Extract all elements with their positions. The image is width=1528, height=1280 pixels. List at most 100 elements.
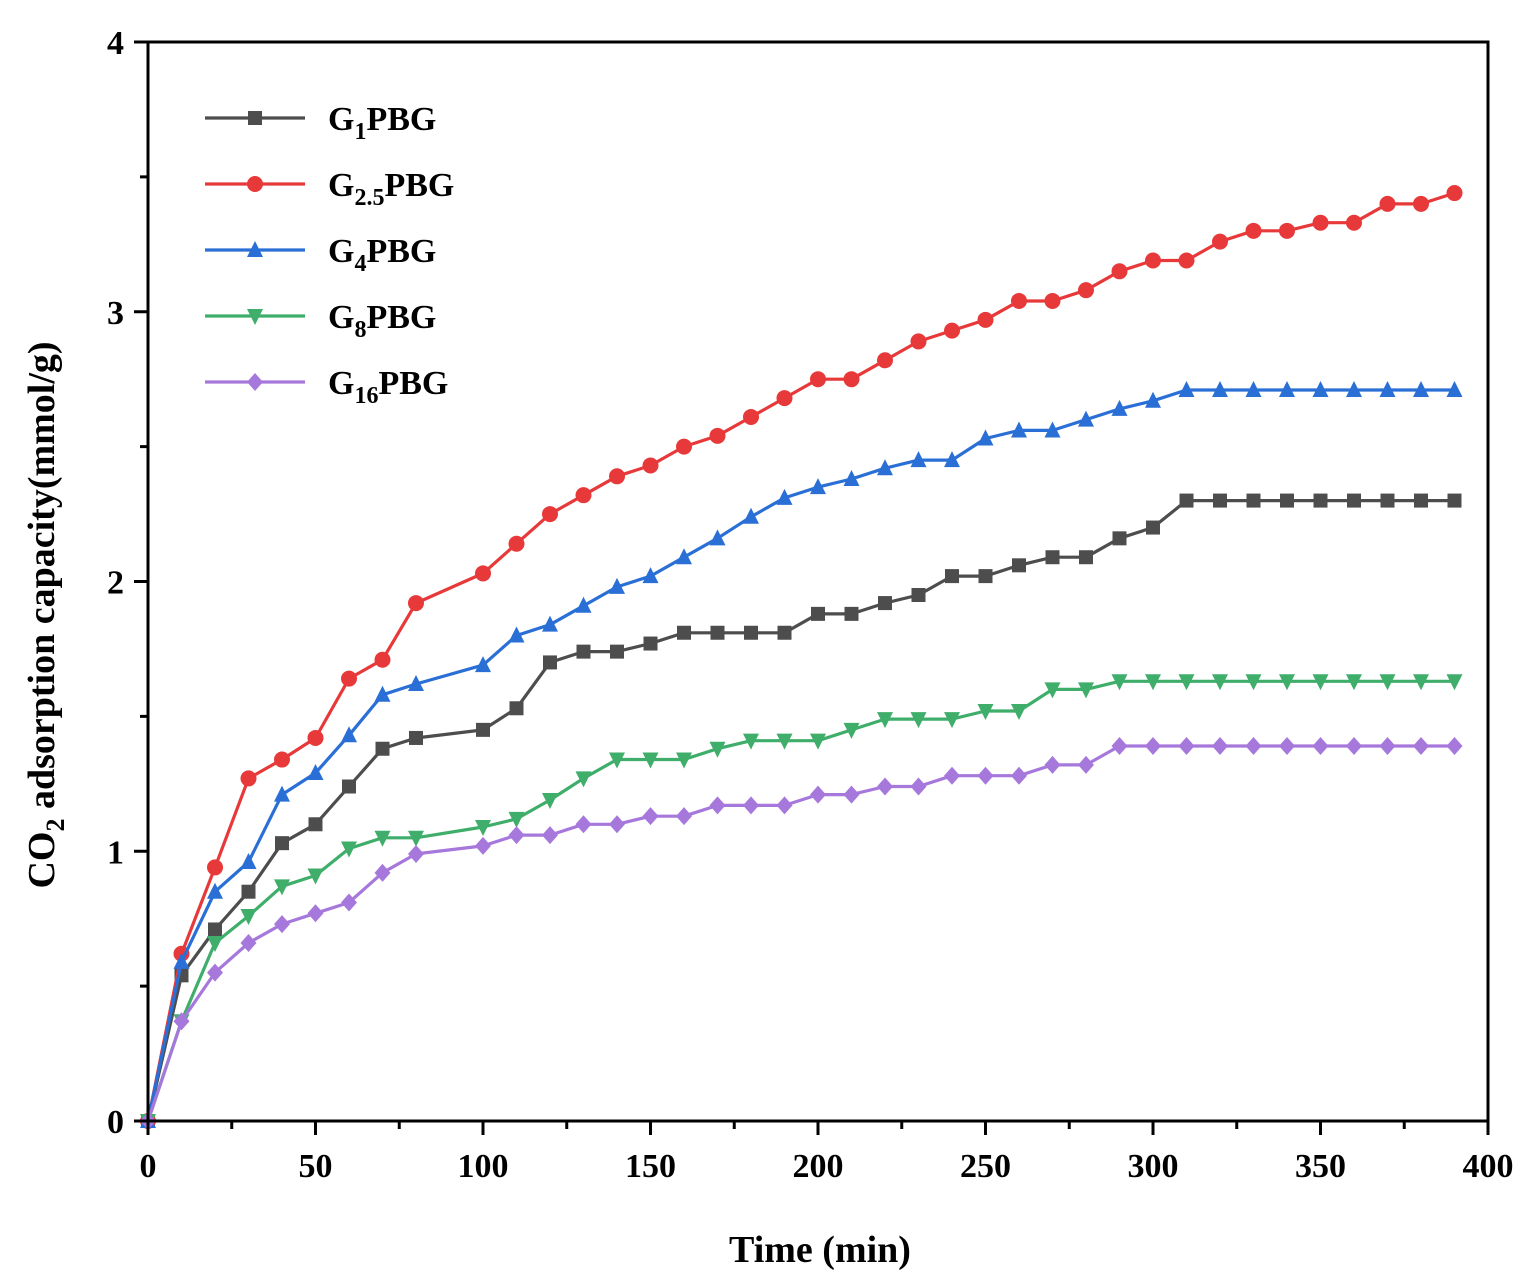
data-point <box>1011 421 1027 438</box>
legend: G1PBG G2.5PBG G4PBG G8PBG G16PBG <box>205 101 454 409</box>
data-point <box>1044 421 1061 438</box>
data-point <box>341 841 357 858</box>
data-point <box>241 884 256 899</box>
data-point <box>1178 674 1195 691</box>
data-point <box>642 752 659 769</box>
data-point <box>676 807 692 826</box>
y-axis-title-prefix: CO <box>21 832 63 889</box>
data-point <box>810 785 826 804</box>
data-point <box>1279 380 1295 397</box>
data-point <box>609 815 625 834</box>
legend-item: G1PBG <box>205 101 436 145</box>
data-point <box>977 766 994 785</box>
data-point <box>709 796 726 815</box>
data-point <box>843 371 860 388</box>
data-point <box>1446 380 1463 397</box>
data-point <box>1245 222 1262 239</box>
legend-label: G4PBG <box>328 233 436 277</box>
data-point <box>676 752 692 769</box>
data-point <box>374 651 391 668</box>
data-point <box>1379 737 1396 756</box>
data-point <box>1280 493 1294 508</box>
data-point <box>409 730 423 745</box>
data-point <box>1346 214 1362 231</box>
x-axis-title: Time (min) <box>729 1229 911 1271</box>
data-point <box>1145 674 1161 691</box>
data-point <box>374 863 391 882</box>
data-point <box>476 722 490 737</box>
data-point <box>643 636 658 651</box>
data-point <box>575 815 592 834</box>
data-point <box>676 438 692 455</box>
series-G16PBG <box>140 737 1463 1130</box>
data-point <box>1312 214 1329 231</box>
data-point <box>878 596 892 611</box>
x-tick-label: 350 <box>1295 1148 1346 1185</box>
data-point <box>743 796 759 815</box>
x-tick-label: 150 <box>625 1148 676 1185</box>
data-point <box>1146 520 1160 535</box>
data-point <box>374 830 391 847</box>
x-tick-label: 0 <box>140 1148 157 1185</box>
data-point <box>307 904 324 923</box>
data-point <box>1179 493 1194 508</box>
legend-marker <box>247 176 263 192</box>
data-point <box>1446 185 1463 202</box>
data-point <box>776 488 793 505</box>
data-point <box>173 1012 190 1031</box>
data-point <box>642 457 659 474</box>
data-point <box>307 868 324 885</box>
legend-marker <box>247 373 263 391</box>
data-point <box>240 853 257 870</box>
data-point <box>274 879 290 896</box>
legend-label: G16PBG <box>328 365 448 409</box>
y-axis-title: CO2 adsorption capacity(mmol/g) <box>21 341 70 888</box>
legend-label: G1PBG <box>328 101 436 145</box>
data-point <box>843 722 860 739</box>
series-G1PBG <box>141 493 1462 1128</box>
data-point <box>208 922 222 937</box>
data-point <box>575 487 592 504</box>
data-point <box>1111 737 1128 756</box>
data-point <box>910 451 927 468</box>
legend-marker <box>248 111 262 125</box>
data-point <box>240 770 257 787</box>
data-point <box>1078 282 1094 299</box>
legend-label: G8PBG <box>328 299 436 343</box>
data-point <box>1012 558 1026 573</box>
data-point <box>341 893 357 912</box>
data-point <box>777 625 792 640</box>
y-axis-title-suffix: adsorption capacity(mmol/g) <box>21 341 63 818</box>
data-point <box>776 796 793 815</box>
ticks-layer: 0 50 100 150 200 250 300 350 400 0 1 2 3 4 <box>107 25 1514 1185</box>
data-point <box>843 469 860 486</box>
x-tick-label: 250 <box>960 1148 1011 1185</box>
data-point <box>307 764 324 781</box>
data-point <box>308 817 323 832</box>
data-point <box>877 712 893 729</box>
data-point <box>1346 674 1362 691</box>
data-point <box>910 712 927 729</box>
data-point <box>1446 737 1463 756</box>
data-point <box>1379 380 1396 397</box>
data-point <box>509 701 524 716</box>
data-point <box>1380 493 1395 508</box>
data-point <box>1178 252 1195 269</box>
data-point <box>677 625 691 640</box>
data-point <box>207 935 223 952</box>
data-point <box>1078 682 1094 699</box>
data-point <box>1379 195 1396 212</box>
data-point <box>408 595 424 612</box>
data-point <box>910 333 927 350</box>
data-point <box>1212 737 1228 756</box>
x-tick-label: 300 <box>1128 1148 1179 1185</box>
data-point <box>944 766 960 785</box>
data-point <box>877 777 893 796</box>
data-point <box>508 811 525 828</box>
data-point <box>709 427 726 444</box>
data-point <box>977 311 994 328</box>
data-point <box>508 826 525 845</box>
data-point <box>709 529 726 546</box>
data-point <box>508 535 525 552</box>
